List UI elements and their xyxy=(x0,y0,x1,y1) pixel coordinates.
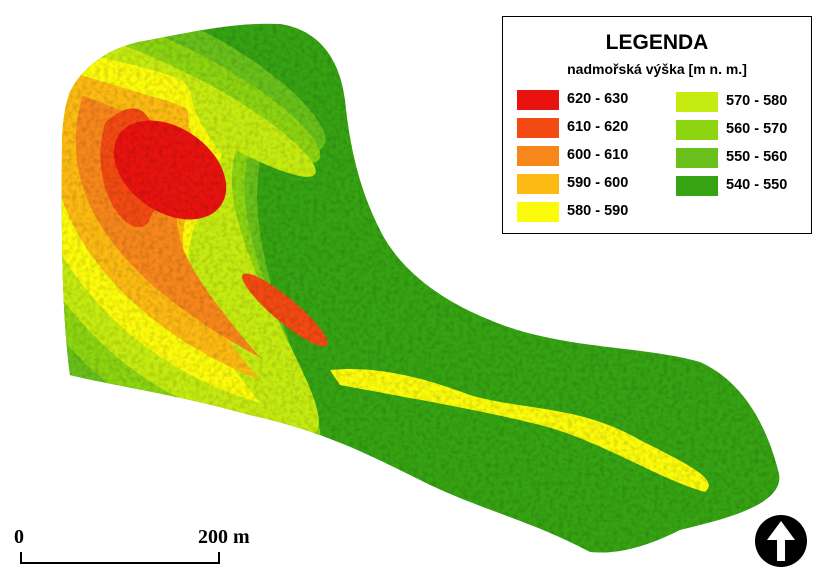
legend-swatch xyxy=(517,90,559,110)
scale-tick-left xyxy=(20,552,22,564)
legend-label: 550 - 560 xyxy=(726,149,788,165)
scale-bar: 0 200 m xyxy=(14,526,264,570)
legend-label: 620 - 630 xyxy=(567,91,629,107)
legend-swatch xyxy=(676,148,718,168)
legend-swatch xyxy=(676,120,718,140)
legend-swatch xyxy=(517,202,559,222)
legend-label: 540 - 550 xyxy=(726,177,788,193)
legend-label: 600 - 610 xyxy=(567,147,629,163)
scale-end-label: 200 m xyxy=(198,526,250,548)
legend-swatch xyxy=(517,174,559,194)
legend-label: 610 - 620 xyxy=(567,119,629,135)
legend-swatch xyxy=(676,176,718,196)
legend-swatch xyxy=(517,146,559,166)
legend: LEGENDA nadmořská výška [m n. m.] 620 - … xyxy=(502,16,812,234)
scale-tick-right xyxy=(218,552,220,564)
scale-line xyxy=(20,562,220,564)
legend-swatch xyxy=(676,92,718,112)
legend-label: 590 - 600 xyxy=(567,175,629,191)
legend-label: 570 - 580 xyxy=(726,93,788,109)
legend-subtitle: nadmořská výška [m n. m.] xyxy=(567,61,747,77)
legend-swatch xyxy=(517,118,559,138)
legend-label: 560 - 570 xyxy=(726,121,788,137)
legend-title: LEGENDA xyxy=(605,31,709,54)
scale-start-label: 0 xyxy=(14,526,24,548)
north-arrow-icon xyxy=(754,514,808,568)
legend-label: 580 - 590 xyxy=(567,203,629,219)
